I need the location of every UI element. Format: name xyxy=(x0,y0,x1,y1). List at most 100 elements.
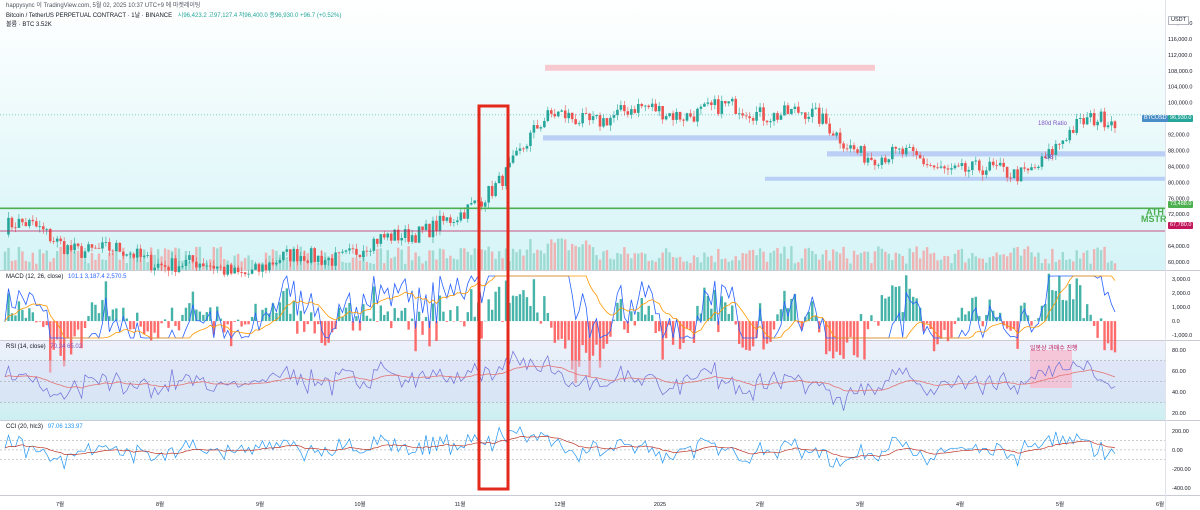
volume-bar xyxy=(66,253,69,270)
price-zone xyxy=(543,135,840,141)
symbol-title[interactable]: Bitcoin / TetherUS PERPETUAL CONTRACT · … xyxy=(6,13,173,19)
candle-body xyxy=(73,243,76,251)
volume-bar xyxy=(94,259,97,270)
candle-body xyxy=(901,148,905,155)
volume-bar xyxy=(522,255,525,270)
macd-histogram-bar xyxy=(543,296,546,322)
candle-body xyxy=(647,105,651,108)
candle-body xyxy=(1064,140,1068,142)
candle-body xyxy=(233,267,236,274)
macd-histogram-bar xyxy=(351,321,355,331)
macd-histogram-bar xyxy=(550,321,553,328)
volume-bar xyxy=(609,258,612,270)
volume-bar xyxy=(445,258,449,270)
volume-bar xyxy=(250,259,254,270)
candle-body xyxy=(69,245,73,251)
macd-histogram-bar xyxy=(365,315,369,322)
candle-body xyxy=(271,262,275,265)
volume-bar xyxy=(24,260,28,270)
time-axis-label: 4월 xyxy=(956,500,964,508)
candle-body xyxy=(205,265,209,267)
candle-body xyxy=(623,105,626,112)
candle-body xyxy=(779,115,783,120)
candle-body xyxy=(588,113,591,121)
candle-body xyxy=(438,215,442,231)
candle-body xyxy=(529,132,532,147)
macd-histogram-bar xyxy=(76,321,80,330)
volume-bar xyxy=(539,250,543,270)
candle-body xyxy=(727,101,731,104)
volume-bar xyxy=(657,257,661,270)
macd-histogram-bar xyxy=(167,321,170,328)
volume-bar xyxy=(90,252,94,270)
volume-bar xyxy=(1113,263,1117,270)
candle-body xyxy=(236,267,240,273)
macd-histogram-bar xyxy=(289,313,292,322)
volume-bar xyxy=(957,249,960,270)
macd-histogram-bar xyxy=(177,321,181,331)
volume-bar xyxy=(553,242,556,270)
volume-bar xyxy=(177,248,181,270)
volume-bar xyxy=(31,252,35,270)
volume-bar xyxy=(651,260,654,270)
candle-body xyxy=(146,254,149,256)
macd-histogram-bar xyxy=(1082,318,1085,322)
currency-badge[interactable]: USDT xyxy=(1168,16,1189,25)
volume-bar xyxy=(372,263,376,270)
candle-body xyxy=(132,253,136,258)
macd-histogram-bar xyxy=(518,294,522,322)
macd-histogram-bar xyxy=(905,275,908,322)
rsi-legend[interactable]: RSI (14, close) 70.24 65.02 xyxy=(6,343,82,351)
volume-bar xyxy=(351,257,355,270)
volume-bar xyxy=(717,248,720,270)
candle-body xyxy=(362,250,365,258)
volume-bar xyxy=(898,253,901,270)
volume-bar xyxy=(386,250,389,270)
candle-body xyxy=(730,98,734,102)
volume-bar xyxy=(480,249,483,270)
macd-histogram-bar xyxy=(633,321,637,326)
volume-bar xyxy=(807,247,810,270)
macd-histogram-bar xyxy=(487,299,490,322)
macd-histogram-bar xyxy=(863,321,866,360)
macd-legend[interactable]: MACD (12, 26, close) 101.1 3,187.4 2,570… xyxy=(6,273,126,281)
macd-histogram-bar xyxy=(149,321,153,341)
candle-body xyxy=(52,241,56,243)
candle-body xyxy=(341,251,344,253)
candle-body xyxy=(403,229,407,238)
volume-bar xyxy=(247,255,250,270)
volume-bar xyxy=(748,250,751,270)
macd-histogram-bar xyxy=(271,303,275,322)
candle-body xyxy=(640,104,644,107)
candle-body xyxy=(1047,148,1051,159)
macd-histogram-bar xyxy=(390,321,393,329)
volume-bar xyxy=(560,238,563,270)
candle-body xyxy=(153,267,156,271)
volume-bar xyxy=(884,251,887,270)
macd-histogram-bar xyxy=(410,318,414,322)
macd-histogram-bar xyxy=(647,305,650,322)
cci-legend[interactable]: CCI (20, hlc3) 97.06 133.97 xyxy=(6,423,83,431)
volume-bar xyxy=(80,253,83,270)
rsi-label: RSI (14, close) xyxy=(6,344,46,350)
candle-body xyxy=(337,252,341,254)
macd-histogram-bar xyxy=(887,296,891,322)
volume-bar xyxy=(466,251,469,270)
time-axis-label: 10월 xyxy=(354,500,365,508)
volume-bar xyxy=(1082,252,1085,270)
volume-bar xyxy=(511,248,515,270)
volume-bar xyxy=(449,255,452,270)
candle-body xyxy=(163,265,167,267)
time-axis-label: 3월 xyxy=(856,500,864,508)
volume-bar xyxy=(1037,252,1040,270)
volume-bar xyxy=(83,262,87,270)
candle-body xyxy=(407,229,410,242)
macd-histogram-bar xyxy=(880,295,884,322)
candle-body xyxy=(254,264,257,270)
candle-body xyxy=(372,238,376,251)
macd-histogram-bar xyxy=(856,321,859,358)
macd-histogram-bar xyxy=(497,286,501,322)
candle-body xyxy=(957,165,960,167)
candle-body xyxy=(97,247,101,249)
